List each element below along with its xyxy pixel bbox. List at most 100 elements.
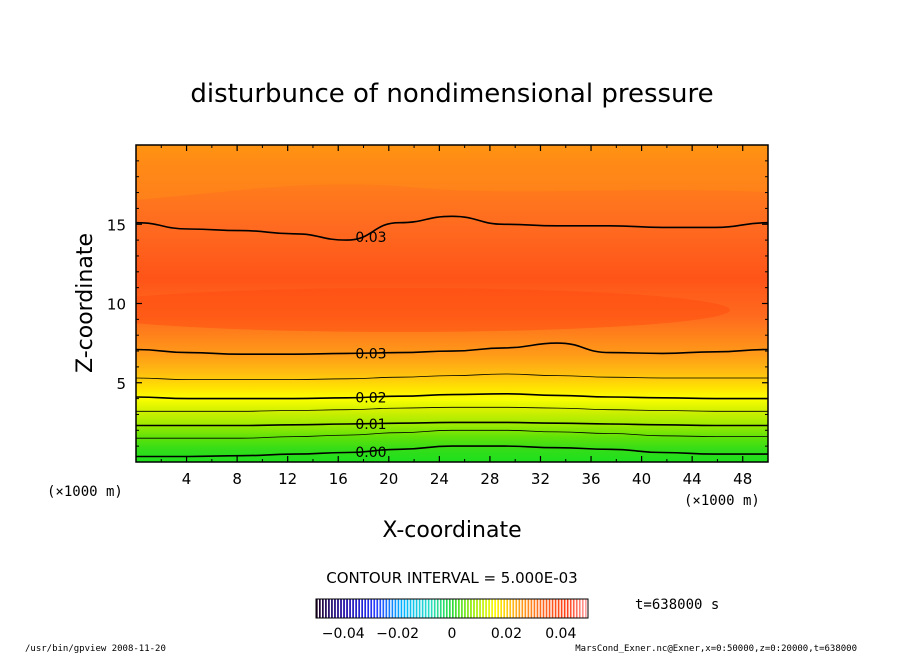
colorbar-stripe bbox=[560, 599, 563, 618]
colorbar-tick-label: 0 bbox=[448, 626, 457, 642]
colorbar-stripe bbox=[548, 599, 551, 618]
colorbar-stripe bbox=[467, 599, 469, 618]
colorbar-stripe bbox=[503, 599, 506, 618]
contour-line bbox=[136, 429, 768, 439]
colorbar-tick-label: −0.04 bbox=[322, 626, 365, 642]
x-tick-label: 4 bbox=[182, 470, 192, 488]
y-tick-label: 5 bbox=[116, 375, 126, 393]
colorbar-stripe bbox=[379, 599, 382, 618]
colorbar-stripe bbox=[518, 599, 521, 618]
x-tick-label: 40 bbox=[632, 470, 651, 488]
colorbar-stripe bbox=[566, 599, 569, 618]
colorbar-stripe bbox=[406, 599, 409, 618]
colorbar-stripe bbox=[421, 599, 424, 618]
colorbar-stripe bbox=[455, 599, 457, 618]
chart-title: disturbunce of nondimensional pressure bbox=[190, 79, 713, 109]
colorbar-stripe bbox=[409, 599, 412, 618]
colorbar-stripe bbox=[524, 599, 527, 618]
colorbar-stripe bbox=[400, 599, 403, 618]
colorbar-stripe bbox=[533, 599, 536, 618]
colorbar-stripe bbox=[352, 599, 354, 618]
colorbar-stripe bbox=[316, 599, 318, 618]
colorbar-stripe bbox=[458, 599, 460, 618]
colorbar-stripe bbox=[427, 599, 430, 618]
contour-line bbox=[136, 445, 768, 458]
colorbar-stripe bbox=[479, 599, 481, 618]
colorbar-stripe bbox=[530, 599, 533, 618]
colorbar-stripe bbox=[448, 599, 451, 618]
colorbar-stripe bbox=[442, 599, 445, 618]
contour-label: 0.02 bbox=[355, 391, 386, 407]
colorbar-stripe bbox=[325, 599, 327, 618]
x-tick-label: 12 bbox=[278, 470, 297, 488]
colorbar-stripe bbox=[322, 599, 324, 618]
colorbar-stripe bbox=[358, 599, 360, 618]
colorbar-stripe bbox=[334, 599, 336, 618]
colorbar-stripe bbox=[355, 599, 357, 618]
colorbar-stripe bbox=[397, 599, 400, 618]
colorbar-stripe bbox=[418, 599, 421, 618]
colorbar-stripe bbox=[542, 599, 545, 618]
contour-line bbox=[136, 406, 768, 412]
colorbar-stripe bbox=[415, 599, 418, 618]
colorbar: −0.04 −0.02 0 0.02 0.04 bbox=[315, 598, 589, 642]
field-shade-band bbox=[136, 168, 768, 200]
footer-left: /usr/bin/gpview 2008-11-20 bbox=[25, 644, 166, 654]
colorbar-stripe bbox=[452, 599, 454, 618]
colorbar-frame bbox=[315, 598, 589, 619]
colorbar-stripe bbox=[461, 599, 463, 618]
colorbar-stripe bbox=[433, 599, 436, 618]
colorbar-stripe bbox=[473, 599, 475, 618]
colorbar-stripe bbox=[403, 599, 406, 618]
contour-line bbox=[135, 215, 769, 241]
colorbar-stripe bbox=[527, 599, 530, 618]
colorbar-stripe bbox=[506, 599, 509, 618]
colorbar-stripe bbox=[412, 599, 415, 618]
x-tick-label: 16 bbox=[329, 470, 348, 488]
colorbar-stripe bbox=[488, 599, 490, 618]
x-tick-label: 20 bbox=[379, 470, 398, 488]
colorbar-stripe bbox=[497, 599, 499, 618]
x-axis-label: X-coordinate bbox=[382, 518, 521, 543]
colorbar-stripe bbox=[521, 599, 524, 618]
contour-lines: 0.00 0.01 0.02 0.03 0.03 bbox=[135, 215, 769, 461]
x-axis-unit-right: (×1000 m) bbox=[684, 493, 760, 509]
colorbar-stripe bbox=[364, 599, 367, 618]
colorbar-stripe bbox=[367, 599, 370, 618]
y-axis-label: Z-coordinate bbox=[73, 233, 98, 373]
colorbar-stripe bbox=[569, 599, 572, 618]
colorbar-stripe bbox=[445, 599, 448, 618]
colorbar-tick-label: 0.02 bbox=[491, 626, 522, 642]
y-tick-label: 10 bbox=[107, 296, 126, 314]
colorbar-stripe bbox=[500, 599, 503, 618]
contour-interval-text: CONTOUR INTERVAL = 5.000E-03 bbox=[326, 569, 577, 587]
colorbar-stripe bbox=[439, 599, 442, 618]
contour-line bbox=[135, 373, 768, 381]
contour-line bbox=[135, 342, 769, 356]
colorbar-stripe bbox=[482, 599, 484, 618]
colorbar-stripe bbox=[424, 599, 427, 618]
colorbar-stripe bbox=[331, 599, 333, 618]
colorbar-stripe bbox=[584, 599, 587, 618]
colorbar-stripe bbox=[385, 599, 388, 618]
colorbar-stripe bbox=[515, 599, 518, 618]
colorbar-stripe bbox=[470, 599, 472, 618]
colorbar-stripe bbox=[376, 599, 379, 618]
colorbar-stripe bbox=[575, 599, 578, 618]
colorbar-stripe bbox=[382, 599, 385, 618]
colorbar-stripe bbox=[581, 599, 584, 618]
x-axis-unit-left: (×1000 m) bbox=[47, 484, 123, 500]
colorbar-stripe bbox=[388, 599, 391, 618]
colorbar-stripe bbox=[545, 599, 548, 618]
colorbar-stripe bbox=[557, 599, 560, 618]
y-axis: 5 10 15 bbox=[107, 160, 768, 447]
colorbar-stripe bbox=[464, 599, 466, 618]
x-axis: 4 8 12 16 20 24 28 32 36 40 44 48 bbox=[160, 145, 752, 488]
field-fill bbox=[136, 145, 768, 462]
x-tick-label: 32 bbox=[531, 470, 550, 488]
colorbar-stripe bbox=[512, 599, 515, 618]
colorbar-stripe bbox=[494, 599, 496, 618]
field-max-region bbox=[136, 288, 730, 332]
colorbar-stripe bbox=[343, 599, 345, 618]
